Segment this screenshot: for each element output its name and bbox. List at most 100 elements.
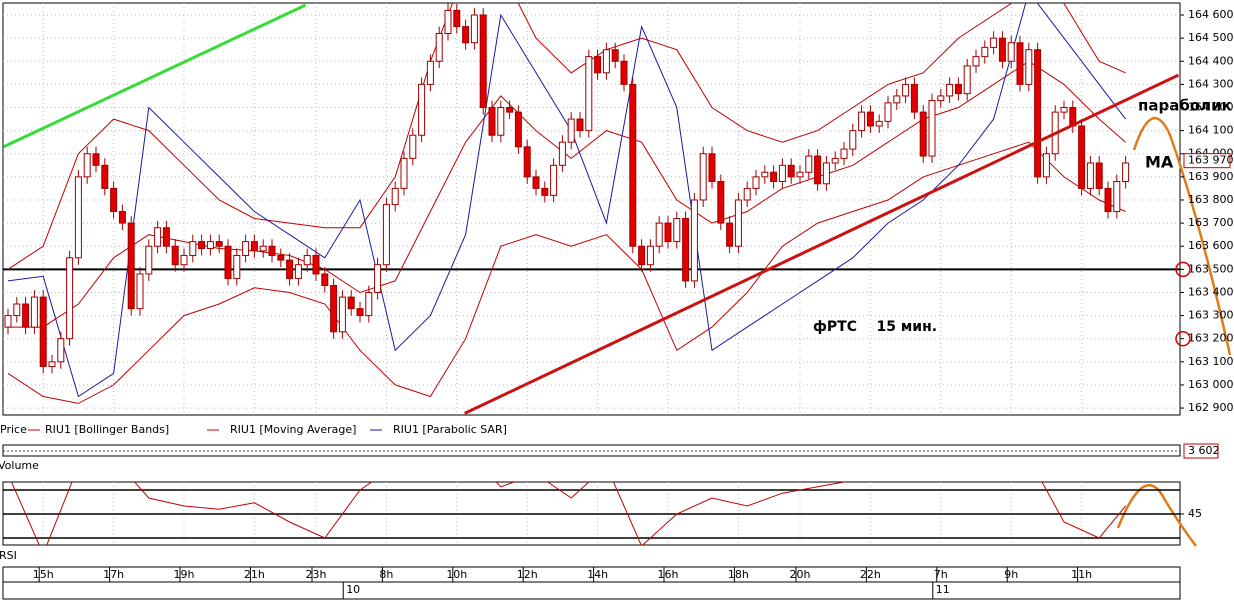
candle-body: [761, 171, 769, 178]
candle-body: [893, 95, 901, 104]
candle-body: [682, 217, 690, 282]
candle-body: [206, 241, 214, 250]
y-tick-label: 164 600: [1188, 8, 1234, 21]
candle-body: [418, 83, 426, 136]
candle-body: [858, 111, 866, 132]
indicator-line: [7, 3, 1126, 270]
axis-marker: [1175, 330, 1191, 347]
x-tick-label: 9h: [1004, 568, 1018, 581]
x-tick-label: 20h: [790, 568, 811, 581]
candle-body: [30, 296, 38, 328]
candle-body: [277, 254, 285, 261]
candle-body: [523, 146, 531, 178]
candle-body: [981, 46, 989, 58]
candle-body: [752, 176, 760, 189]
candle-body: [1034, 49, 1042, 178]
candle-body: [875, 120, 883, 127]
candle-body: [83, 153, 91, 178]
candle-body: [910, 83, 918, 113]
price-legend: Price: [0, 423, 27, 436]
candle-body: [250, 241, 258, 252]
candle-body: [382, 204, 390, 266]
last-price-box: [1183, 153, 1231, 169]
legend-label: RIU1 [Bollinger Bands]: [45, 423, 169, 436]
candle-body: [840, 148, 848, 159]
candle-body: [770, 171, 778, 182]
candle-body: [998, 37, 1006, 62]
candle-body: [541, 187, 549, 196]
candle-body: [488, 107, 496, 136]
candle-body: [1007, 42, 1015, 62]
candle-body: [919, 111, 927, 157]
candle-body: [963, 65, 971, 95]
indicator-line: [7, 141, 1126, 404]
candle-body: [409, 134, 417, 159]
date-label: 11: [936, 583, 950, 596]
candle-body: [198, 241, 206, 250]
candle-body: [462, 26, 470, 44]
candle-body: [646, 245, 654, 266]
volume-last-box: [1183, 443, 1219, 459]
y-tick-label: 163 100: [1188, 355, 1234, 368]
x-tick-label: 10h: [446, 568, 467, 581]
time-axis: [2, 566, 1181, 600]
volume-last-label: 3 602: [1188, 444, 1220, 457]
candle-body: [954, 83, 962, 95]
candle-body: [726, 222, 734, 247]
candle-body: [787, 164, 795, 178]
y-tick-label: 163 500: [1188, 262, 1234, 275]
candle-body: [391, 187, 399, 206]
candle-body: [1016, 42, 1024, 85]
x-tick-label: 8h: [379, 568, 393, 581]
candle-body: [233, 254, 241, 280]
candle-body: [928, 100, 936, 157]
candle-body: [602, 49, 610, 74]
y-tick-label: 163 600: [1188, 239, 1234, 252]
candle-body: [594, 56, 602, 74]
candle-body: [558, 141, 566, 166]
candle-body: [444, 9, 452, 35]
axes: 162 900 163 000 163 100 163 200 163 300 163 4…: [3, 8, 1234, 599]
candle-body: [4, 315, 12, 328]
rsi-plot: [3, 482, 1180, 545]
candle-body: [180, 254, 188, 266]
axis-marker: [1175, 261, 1191, 278]
candle-body: [946, 83, 954, 97]
x-tick-label: 14h: [587, 568, 608, 581]
candle-body: [708, 153, 716, 182]
x-tick-label: 18h: [728, 568, 749, 581]
candle-body: [127, 222, 135, 310]
y-tick-label: 164 400: [1188, 54, 1234, 67]
candle-body: [866, 111, 874, 127]
candle-body: [1025, 49, 1033, 85]
candle-body: [162, 227, 170, 247]
candle-body: [171, 245, 179, 266]
date-label: 10: [346, 583, 360, 596]
candle-body: [435, 33, 443, 62]
y-tick-label: 164 500: [1188, 31, 1234, 44]
candle-body: [374, 264, 382, 293]
legend-label: RIU1 [Parabolic SAR]: [393, 423, 507, 436]
y-tick-label: 164 300: [1188, 77, 1234, 90]
candle-body: [136, 273, 144, 310]
candle-body: [655, 222, 663, 247]
candle-body: [814, 155, 822, 185]
candle-body: [215, 241, 223, 247]
x-tick-label: 22h: [860, 568, 881, 581]
candle-body: [312, 254, 320, 275]
candle-body: [110, 187, 118, 213]
x-tick-label: 11h: [1071, 568, 1092, 581]
rsi-label: RSI: [0, 549, 17, 562]
candle-body: [347, 296, 355, 310]
y-tick-label: 163 400: [1188, 285, 1234, 298]
x-tick-label: 17h: [103, 568, 124, 581]
candle-body: [497, 107, 505, 136]
trendline: [3, 3, 307, 149]
y-tick-label: 162 900: [1188, 401, 1234, 414]
rsi-line: [10, 482, 1126, 545]
candle-body: [576, 118, 584, 132]
candle-body: [101, 164, 109, 189]
candle-body: [13, 303, 21, 317]
candle-body: [690, 199, 698, 282]
candle-body: [39, 296, 47, 367]
